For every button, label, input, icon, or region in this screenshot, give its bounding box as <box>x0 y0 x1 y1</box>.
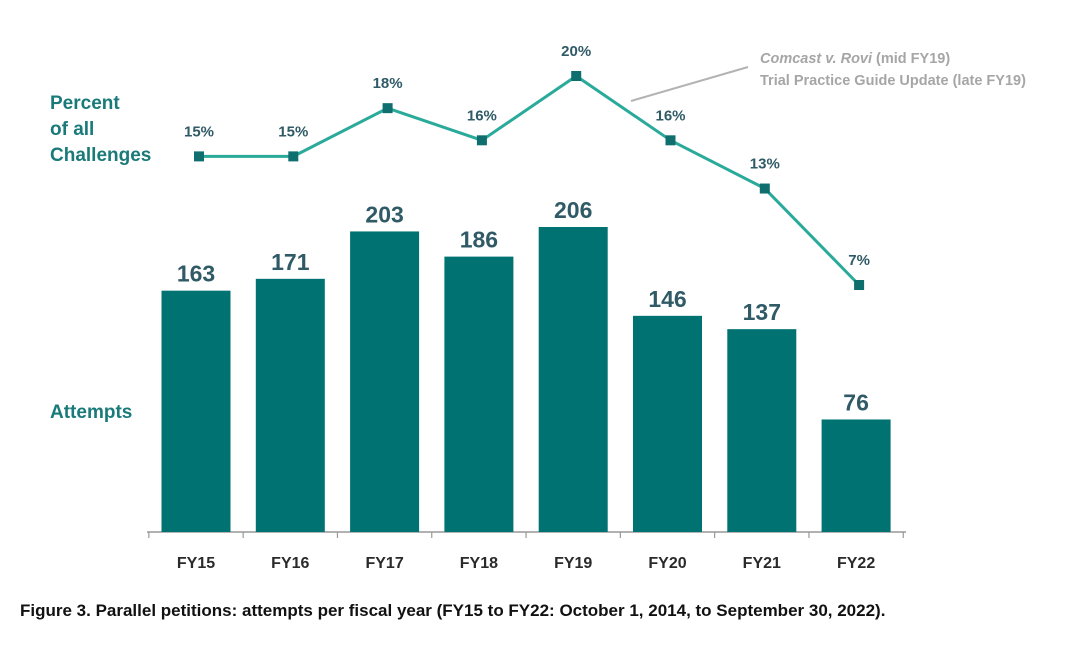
percent-axis-label: Percent of all Challenges <box>50 91 180 169</box>
percent-value-label: 13% <box>750 156 780 173</box>
bar-fy17 <box>350 231 420 532</box>
attempts-axis-label: Attempts <box>50 402 133 423</box>
percent-value-label: 20% <box>561 43 591 60</box>
annotation-case-suffix: (mid FY19) <box>872 51 951 67</box>
bar-fy15 <box>161 290 231 532</box>
percent-value-label: 16% <box>467 107 497 124</box>
percent-marker <box>288 151 299 162</box>
percent-marker <box>571 71 582 81</box>
annotation-leader-line <box>630 66 749 102</box>
percent-marker <box>194 151 204 162</box>
bar-value-label: 76 <box>843 389 869 415</box>
x-tick-label: FY20 <box>648 555 686 572</box>
bar-value-label: 206 <box>554 197 592 223</box>
bar-fy21 <box>727 329 797 532</box>
bar-value-label: 146 <box>648 286 686 312</box>
percent-marker <box>665 135 676 146</box>
bar-value-label: 186 <box>460 227 498 253</box>
percent-marker <box>382 103 393 114</box>
x-tick-label: FY22 <box>837 555 875 572</box>
x-tick-label: FY18 <box>460 555 498 572</box>
bar-value-label: 171 <box>271 249 310 275</box>
x-tick-label: FY15 <box>177 555 215 572</box>
percent-label-line-3: Challenges <box>50 145 152 166</box>
annotation-case-name: Comcast v. Rovi <box>760 51 873 67</box>
x-tick-label: FY17 <box>365 555 403 572</box>
annotation-line-1: Comcast v. Rovi (mid FY19) <box>760 48 1026 70</box>
bar-fy16 <box>255 278 325 532</box>
bar-value-label: 163 <box>177 261 215 287</box>
bar-fy19 <box>538 227 608 532</box>
percent-marker <box>759 183 770 194</box>
percent-value-label: 15% <box>278 123 308 140</box>
x-tick-label: FY19 <box>554 555 592 572</box>
percent-value-label: 15% <box>184 123 214 140</box>
percent-marker <box>854 280 865 290</box>
bar-value-label: 137 <box>743 299 781 325</box>
annotation-line-2: Trial Practice Guide Update (late FY19) <box>760 73 1026 89</box>
percent-value-label: 7% <box>848 252 870 269</box>
percent-value-label: 16% <box>655 107 685 124</box>
bar-fy22 <box>821 419 891 532</box>
percent-label-line-1: Percent <box>50 93 120 114</box>
x-tick-label: FY16 <box>271 555 309 572</box>
bar-value-label: 203 <box>365 201 403 227</box>
percent-line <box>199 74 861 287</box>
bar-fy20 <box>633 315 702 532</box>
x-tick-label: FY21 <box>743 555 781 572</box>
percent-marker <box>476 135 487 146</box>
percent-value-label: 18% <box>373 75 403 92</box>
event-annotation: Comcast v. Rovi (mid FY19) Trial Practic… <box>760 48 1026 92</box>
percent-label-line-2: of all <box>50 119 95 140</box>
figure-caption: Figure 3. Parallel petitions: attempts p… <box>20 601 886 620</box>
bar-fy18 <box>444 256 514 532</box>
